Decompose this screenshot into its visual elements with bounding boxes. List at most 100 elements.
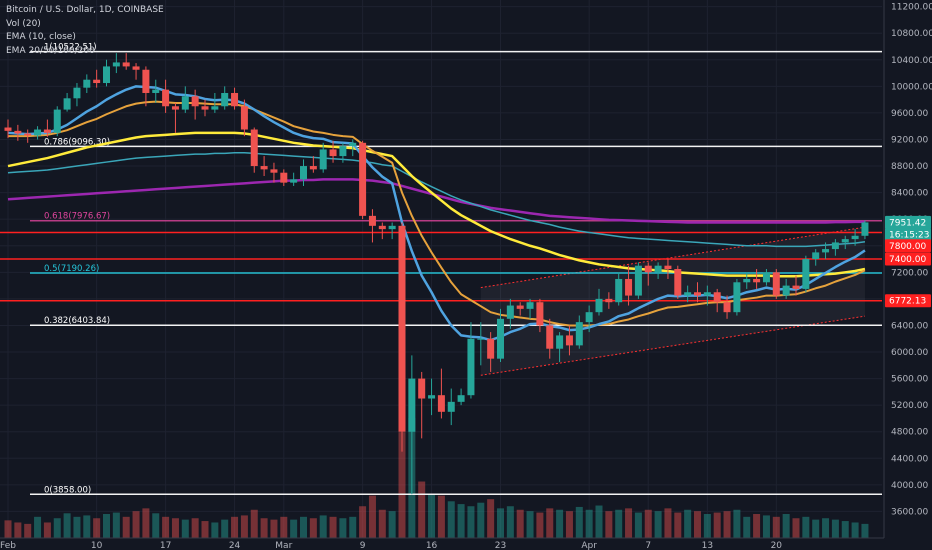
candle-body	[112, 62, 120, 67]
volume-bar	[142, 508, 150, 538]
volume-bar	[644, 509, 652, 538]
candle-body	[250, 129, 258, 167]
candle-body	[841, 239, 849, 243]
candle-body	[43, 129, 51, 133]
price-tag-label: 16:15:23	[889, 230, 929, 240]
candle-body	[477, 338, 485, 340]
volume-bar	[477, 502, 485, 538]
time-tick-label: Feb	[0, 541, 16, 550]
candle-body	[457, 395, 465, 402]
chart-legend: Bitcoin / U.S. Dollar, 1D, COINBASE Vol …	[6, 4, 164, 58]
volume-bar	[290, 519, 298, 538]
volume-bar	[526, 511, 534, 538]
ema10-indicator-label[interactable]: EMA (10, close)	[6, 32, 76, 42]
candle-body	[822, 249, 830, 253]
fib-level-label: 0(3858.00)	[44, 485, 91, 495]
candles	[4, 53, 869, 495]
price-tag-label: 7800.00	[889, 242, 926, 252]
time-tick-label: 9	[360, 541, 366, 550]
volume-bar	[585, 509, 593, 538]
price-tag-bg	[885, 227, 931, 241]
volume-bar	[221, 519, 229, 538]
candle-body	[536, 302, 544, 326]
volume-bar	[211, 522, 219, 538]
time-tick-label: 7	[645, 541, 651, 550]
candle-body	[122, 62, 130, 67]
volume-bar	[467, 506, 475, 538]
candle-body	[506, 305, 514, 319]
candle-body	[181, 96, 189, 110]
candle-body	[684, 292, 692, 296]
volume-bar	[329, 516, 337, 538]
price-tick-label: 10000.00	[891, 82, 932, 92]
volume-bar	[605, 511, 613, 538]
volume-bar	[231, 516, 239, 538]
volume-bar	[388, 511, 396, 538]
candle-body	[812, 252, 820, 260]
price-tags: 7951.42 16:15:23 7800.00 7400.00 6772.13	[885, 215, 931, 308]
candle-body	[447, 401, 455, 412]
candle-body	[595, 298, 603, 313]
volume-bar	[753, 514, 761, 538]
volume-bar	[615, 509, 623, 538]
volume-bar	[516, 509, 524, 538]
candle-body	[280, 172, 288, 183]
volume-bar	[694, 511, 701, 538]
time-tick-label: 20	[771, 541, 783, 550]
time-axis-bg	[0, 538, 932, 550]
candle-body	[625, 278, 633, 296]
price-tag-bg	[885, 294, 931, 308]
volume-bar	[83, 515, 91, 538]
time-tick-label: Apr	[581, 541, 597, 550]
volume-bar	[260, 518, 268, 538]
candle-body	[398, 225, 406, 432]
volume-bar	[270, 519, 278, 538]
candle-body	[93, 79, 101, 84]
volume-bar	[457, 504, 465, 538]
price-tick-label: 10400.00	[891, 56, 932, 66]
candle-body	[772, 272, 780, 296]
price-tick-label: 5600.00	[891, 375, 928, 385]
volume-bar	[280, 516, 288, 538]
price-tick-label: 8800.00	[891, 162, 928, 172]
volume-bar	[418, 481, 426, 538]
candle-body	[428, 395, 436, 399]
volume-bar	[625, 508, 633, 538]
volume-bar	[191, 518, 199, 538]
volume-bar	[4, 520, 12, 538]
time-tick-label: 16	[426, 541, 438, 550]
candle-body	[388, 225, 396, 230]
candle-body	[63, 98, 71, 110]
price-tick-label: 10800.00	[891, 29, 932, 39]
volume-bar	[851, 522, 859, 538]
volume-bar	[309, 518, 317, 538]
volume-bar	[171, 518, 179, 538]
candle-body	[191, 96, 199, 107]
volume-bar	[132, 511, 140, 538]
volume-bar	[575, 506, 583, 538]
time-tick-label: 13	[702, 541, 713, 550]
volume-bar	[772, 516, 780, 538]
ema50-line	[7, 131, 866, 278]
fib-level-label: 0.786(9096.30)	[44, 137, 110, 147]
candle-body	[516, 305, 524, 309]
volume-bar	[822, 518, 830, 538]
candle-body	[743, 278, 751, 283]
volume-bar	[319, 515, 327, 538]
candle-body	[368, 215, 376, 226]
time-axis[interactable]: Feb 10 17 24 Mar 9 16 23 Apr 7 13 20	[0, 537, 932, 550]
price-axis[interactable]: 11200.00 10800.00 10400.00 10000.00 9600.00 9…	[883, 0, 932, 550]
candle-body	[171, 106, 179, 110]
volume-bar	[565, 511, 573, 538]
candle-body	[556, 335, 564, 349]
volume-bar	[162, 516, 170, 538]
ema-ribbon-indicator-label[interactable]: EMA 20/50/100/200	[6, 45, 95, 56]
candle-body	[378, 225, 386, 230]
volume-indicator-label[interactable]: Vol (20)	[6, 18, 41, 29]
volume-bar	[53, 518, 61, 538]
symbol-title[interactable]: Bitcoin / U.S. Dollar, 1D, COINBASE	[6, 5, 164, 15]
volume-bar	[841, 521, 849, 538]
price-tag-bg	[885, 252, 931, 266]
price-tick-label: 9600.00	[891, 109, 928, 119]
